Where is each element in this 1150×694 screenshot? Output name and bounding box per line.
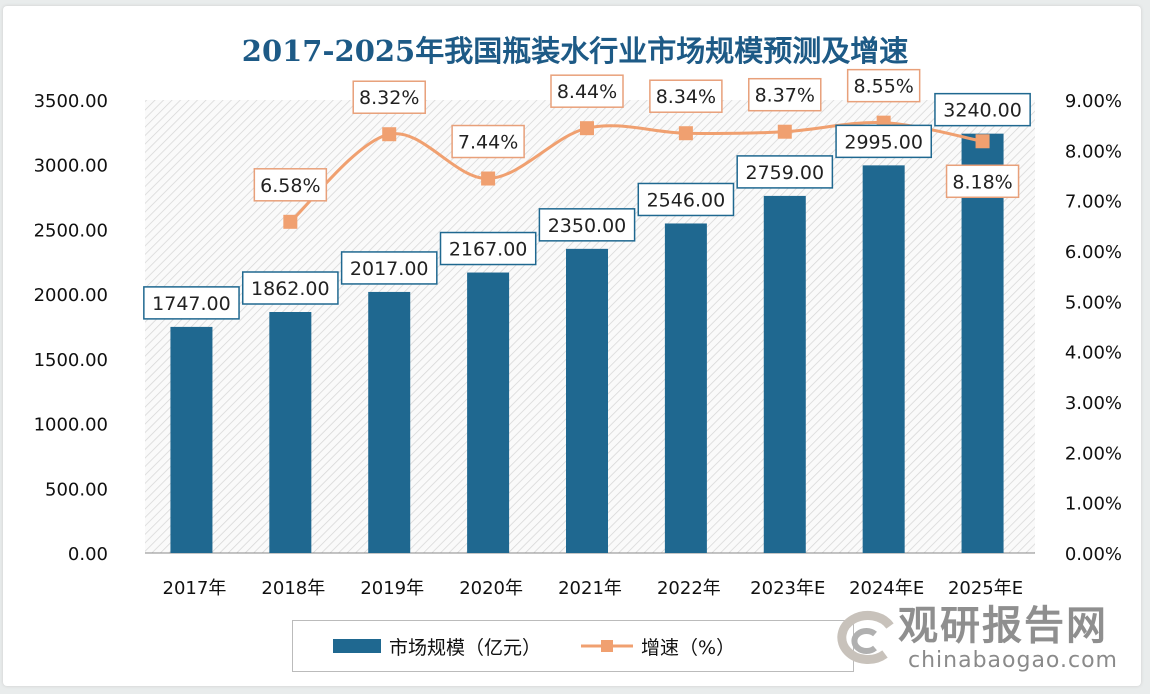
- bar-data-label: 3240.00: [943, 100, 1022, 122]
- bar-data-label-box: [835, 124, 933, 159]
- growth-marker: [382, 127, 397, 142]
- bar-data-label: 2017.00: [350, 258, 429, 280]
- y-right-tick: 5.00%: [1065, 292, 1122, 313]
- bar: [862, 165, 905, 553]
- y-left-tick: 2500.00: [34, 220, 108, 241]
- y-left-tick: 0.00: [68, 544, 108, 565]
- bar: [664, 223, 707, 553]
- growth-data-label-box: [451, 124, 525, 159]
- growth-data-label: 8.55%: [853, 76, 913, 98]
- y-right-tick: 6.00%: [1065, 242, 1122, 263]
- growth-data-label: 8.18%: [952, 171, 1012, 193]
- bar: [763, 195, 806, 554]
- bar-data-label: 2995.00: [844, 131, 923, 153]
- y-left-tick: 500.00: [45, 479, 108, 500]
- growth-data-label: 6.58%: [260, 175, 320, 197]
- growth-marker: [580, 121, 594, 136]
- bar: [467, 272, 510, 553]
- growth-data-label: 8.34%: [656, 86, 716, 108]
- bar-data-label-box: [637, 182, 735, 217]
- bar: [170, 326, 213, 553]
- bar-data-label-box: [439, 231, 537, 266]
- y-right-tick: 7.00%: [1065, 192, 1122, 213]
- growth-data-label-box: [253, 168, 328, 202]
- watermark: 观研报告网 chinabaogao.com: [830, 604, 1118, 674]
- growth-marker: [283, 214, 298, 229]
- x-tick-label: 2019年: [360, 578, 424, 599]
- growth-marker: [678, 126, 693, 141]
- growth-data-label: 7.44%: [458, 132, 518, 154]
- x-tick-label: 2018年: [261, 578, 325, 599]
- y-left-tick: 1000.00: [34, 415, 108, 436]
- watermark-cn: 观研报告网: [898, 603, 1108, 649]
- bar-data-label-box: [736, 155, 834, 189]
- y-left-tick: 1500.00: [34, 350, 108, 371]
- growth-data-label-box: [550, 74, 624, 108]
- growth-data-label-box: [846, 68, 921, 103]
- x-tick-label: 2023年E: [750, 578, 825, 599]
- chart-title: 2017-2025年我国瓶装水行业市场规模预测及增速: [241, 34, 909, 68]
- growth-data-label: 8.44%: [557, 81, 617, 103]
- growth-data-label-box: [945, 164, 1020, 199]
- x-tick-label: 2022年: [657, 578, 721, 599]
- bar: [961, 133, 1004, 553]
- bar-data-label-box: [538, 208, 636, 242]
- y-right-tick: 2.00%: [1065, 443, 1122, 464]
- x-tick-label: 2017年: [163, 578, 227, 599]
- x-tick-label: 2020年: [459, 578, 523, 599]
- y-right-tick: 0.00%: [1065, 544, 1122, 565]
- y-right-tick: 3.00%: [1065, 393, 1122, 414]
- bar-data-label: 1862.00: [251, 278, 330, 300]
- growth-marker: [777, 124, 792, 139]
- y-right-tick: 1.00%: [1065, 494, 1122, 515]
- x-tick-label: 2025年E: [948, 578, 1023, 599]
- legend: 市场规模（亿元） 增速（%）: [292, 620, 854, 672]
- bar-data-label: 2546.00: [647, 189, 726, 211]
- legend-bar-swatch: [333, 639, 381, 653]
- growth-data-label-box: [352, 80, 426, 114]
- x-tick-label: 2021年: [558, 578, 622, 599]
- legend-line-swatch: [581, 640, 634, 652]
- y-left-tick: 2000.00: [34, 285, 108, 306]
- growth-data-label: 8.37%: [755, 85, 815, 107]
- y-left-tick: 3000.00: [34, 156, 108, 177]
- growth-data-label-box: [649, 79, 723, 113]
- bar-data-label: 2350.00: [548, 215, 627, 237]
- growth-data-label-box: [748, 77, 822, 112]
- y-right-tick: 9.00%: [1065, 91, 1122, 112]
- growth-marker: [975, 134, 990, 149]
- legend-item-bar: 市场规模（亿元）: [333, 633, 541, 660]
- bar-data-label-box: [143, 286, 240, 320]
- watermark-en: chinabaogao.com: [908, 648, 1118, 673]
- bar-data-label-box: [934, 92, 1031, 127]
- growth-data-label: 8.32%: [359, 87, 419, 109]
- legend-item-line: 增速（%）: [581, 633, 735, 660]
- y-right-tick: 4.00%: [1065, 343, 1122, 364]
- y-left-tick: 3500.00: [34, 91, 108, 112]
- growth-marker: [481, 171, 496, 186]
- legend-bar-label: 市场规模（亿元）: [389, 636, 542, 659]
- bar: [368, 291, 411, 553]
- x-tick-label: 2024年E: [849, 578, 924, 599]
- legend-line-label: 增速（%）: [641, 636, 736, 659]
- bar-data-label: 2167.00: [449, 239, 528, 261]
- bar-data-label-box: [241, 271, 339, 305]
- bar: [269, 312, 312, 553]
- bar-data-label: 2759.00: [745, 162, 824, 184]
- bar-data-label-box: [340, 251, 438, 285]
- bar-data-label: 1747.00: [152, 293, 231, 315]
- watermark-logo-icon: [837, 611, 894, 664]
- bar: [566, 248, 608, 554]
- y-right-tick: 8.00%: [1065, 141, 1122, 162]
